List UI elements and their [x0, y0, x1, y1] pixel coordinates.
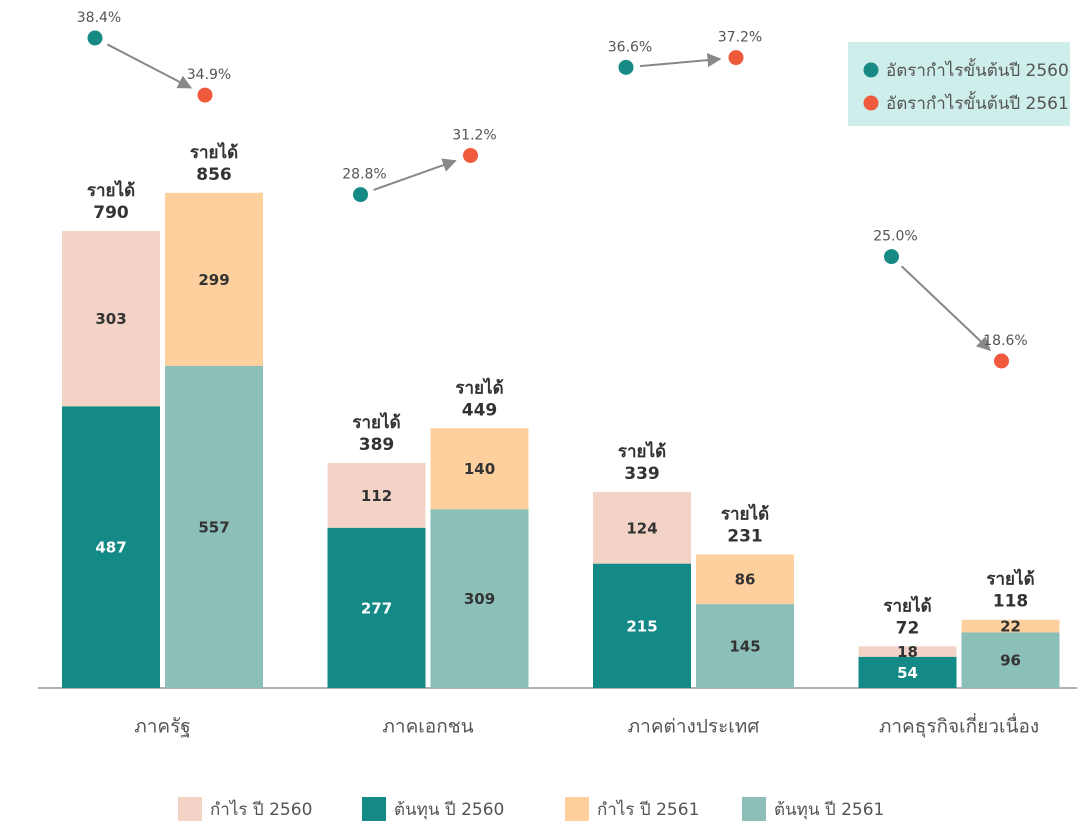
- legend-dot: [863, 62, 879, 78]
- x-tick-label: ภาคธุรกิจเกี่ยวเนื่อง: [879, 713, 1039, 739]
- rate-dot: [618, 59, 634, 75]
- segment-label: 557: [198, 518, 229, 536]
- rate-dot: [884, 249, 899, 265]
- rate-dot: [728, 50, 744, 66]
- total-label: รายได้: [883, 595, 931, 616]
- total-value: 449: [462, 400, 498, 420]
- segment-label: 18: [897, 643, 918, 661]
- segment-label: 309: [464, 590, 495, 608]
- segment-label: 96: [1000, 652, 1021, 670]
- bar-segment: [430, 509, 529, 688]
- total-value: 118: [993, 592, 1029, 612]
- bar-segment: [62, 406, 160, 688]
- rate-dot: [87, 30, 103, 46]
- segment-label: 22: [1000, 618, 1021, 636]
- bar-segment: [327, 462, 426, 528]
- rate-dot: [197, 87, 213, 103]
- arrow: [900, 265, 991, 351]
- rate-label: 28.8%: [342, 167, 386, 183]
- total-value: 231: [727, 526, 763, 546]
- rate-label: 36.6%: [608, 39, 652, 55]
- segment-label: 54: [897, 664, 918, 682]
- legend-box: [848, 42, 1070, 126]
- segment-label: 487: [95, 539, 126, 557]
- total-value: 856: [196, 165, 232, 185]
- segment-label: 277: [361, 599, 392, 617]
- rate-label: 25.0%: [873, 229, 917, 245]
- legend-dot: [863, 95, 879, 111]
- total-label: รายได้: [352, 412, 400, 433]
- bar-segment: [696, 604, 794, 688]
- legend-label: ต้นทุน ปี 2561: [774, 800, 884, 820]
- segment-label: 86: [735, 571, 756, 589]
- rate-label: 18.6%: [983, 333, 1027, 349]
- bar-segment: [696, 554, 794, 605]
- rate-label: 31.2%: [452, 127, 496, 143]
- legend-swatch: [178, 797, 202, 821]
- segment-label: 124: [626, 519, 657, 537]
- segment-label: 145: [729, 638, 760, 656]
- x-tick-label: ภาคเอกชน: [382, 716, 473, 738]
- rate-label: 38.4%: [77, 10, 121, 26]
- legend-swatch: [362, 797, 386, 821]
- total-value: 339: [624, 464, 660, 484]
- total-label: รายได้: [618, 441, 666, 462]
- rate-label: 37.2%: [718, 30, 762, 46]
- legend-swatch: [742, 797, 766, 821]
- bar-segment: [593, 491, 691, 564]
- bar-segment: [858, 646, 957, 657]
- total-value: 790: [93, 203, 129, 223]
- total-label: รายได้: [986, 569, 1034, 590]
- bar-segment: [961, 619, 1060, 633]
- x-tick-label: ภาครัฐ: [134, 716, 191, 738]
- segment-label: 112: [361, 487, 392, 505]
- bar-segment: [593, 563, 691, 688]
- arrow: [106, 43, 193, 89]
- legend-label: อัตรากำไรขั้นต้นปี 2561: [886, 91, 1069, 114]
- total-label: รายได้: [190, 142, 238, 163]
- bar-segment: [327, 527, 426, 688]
- bar-segment: [165, 192, 263, 366]
- segment-label: 140: [464, 460, 495, 478]
- total-label: รายได้: [721, 503, 769, 524]
- bar-segment: [858, 656, 957, 688]
- segment-label: 215: [626, 617, 657, 635]
- total-value: 72: [896, 618, 920, 638]
- legend-label: ต้นทุน ปี 2560: [394, 800, 504, 820]
- segment-label: 303: [95, 310, 126, 328]
- total-label: รายได้: [455, 377, 503, 398]
- rate-label: 34.9%: [187, 67, 231, 83]
- x-tick-label: ภาคต่างประเทศ: [628, 716, 760, 738]
- legend-swatch: [565, 797, 589, 821]
- bar-segment: [961, 632, 1060, 688]
- bar-segment: [430, 428, 529, 510]
- total-value: 389: [359, 435, 395, 455]
- legend-label: อัตรากำไรขั้นต้นปี 2560: [886, 58, 1069, 81]
- arrow: [639, 53, 722, 68]
- legend-label: กำไร ปี 2561: [597, 799, 699, 820]
- rate-dot: [463, 147, 478, 163]
- arrow: [373, 158, 457, 191]
- legend-label: กำไร ปี 2560: [210, 799, 312, 820]
- total-label: รายได้: [87, 180, 135, 201]
- rate-dot: [353, 187, 368, 203]
- bar-segment: [62, 230, 160, 407]
- bar-segment: [165, 365, 263, 688]
- rate-dot: [994, 353, 1009, 369]
- segment-label: 299: [198, 271, 229, 289]
